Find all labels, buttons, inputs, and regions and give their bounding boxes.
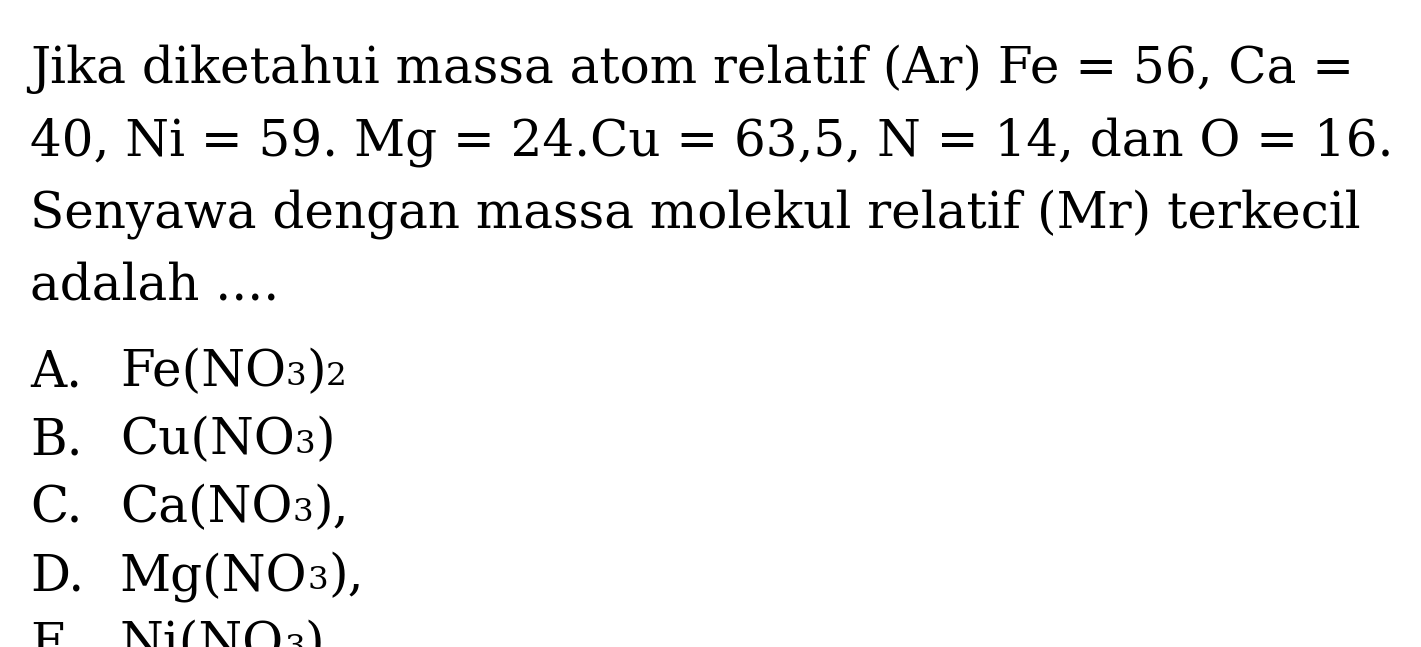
Text: Fe(NO: Fe(NO bbox=[119, 348, 286, 397]
Text: 3: 3 bbox=[284, 633, 304, 647]
Text: ),: ), bbox=[313, 484, 348, 534]
Text: ),: ), bbox=[328, 552, 364, 602]
Text: adalah ....: adalah .... bbox=[30, 261, 280, 311]
Text: A.: A. bbox=[30, 348, 82, 397]
Text: ): ) bbox=[315, 416, 335, 465]
Text: 3: 3 bbox=[294, 428, 315, 459]
Text: E.: E. bbox=[30, 620, 82, 647]
Text: Mg(NO: Mg(NO bbox=[119, 552, 307, 602]
Text: 3: 3 bbox=[293, 497, 313, 527]
Text: B.: B. bbox=[30, 416, 82, 465]
Text: Jika diketahui massa atom relatif (Ar) Fe = 56, Ca =: Jika diketahui massa atom relatif (Ar) F… bbox=[30, 45, 1354, 94]
Text: Ni(NO: Ni(NO bbox=[119, 620, 284, 647]
Text: 3: 3 bbox=[307, 565, 328, 596]
Text: 2: 2 bbox=[327, 360, 347, 391]
Text: 40, Ni = 59. Mg = 24.Cu = 63,5, N = 14, dan O = 16.: 40, Ni = 59. Mg = 24.Cu = 63,5, N = 14, … bbox=[30, 117, 1394, 167]
Text: ): ) bbox=[307, 348, 327, 397]
Text: D.: D. bbox=[30, 552, 84, 602]
Text: Senyawa dengan massa molekul relatif (Mr) terkecil: Senyawa dengan massa molekul relatif (Mr… bbox=[30, 189, 1361, 239]
Text: ),: ), bbox=[304, 620, 340, 647]
Text: 3: 3 bbox=[286, 360, 307, 391]
Text: Ca(NO: Ca(NO bbox=[119, 484, 293, 534]
Text: Cu(NO: Cu(NO bbox=[119, 416, 294, 465]
Text: C.: C. bbox=[30, 484, 82, 534]
